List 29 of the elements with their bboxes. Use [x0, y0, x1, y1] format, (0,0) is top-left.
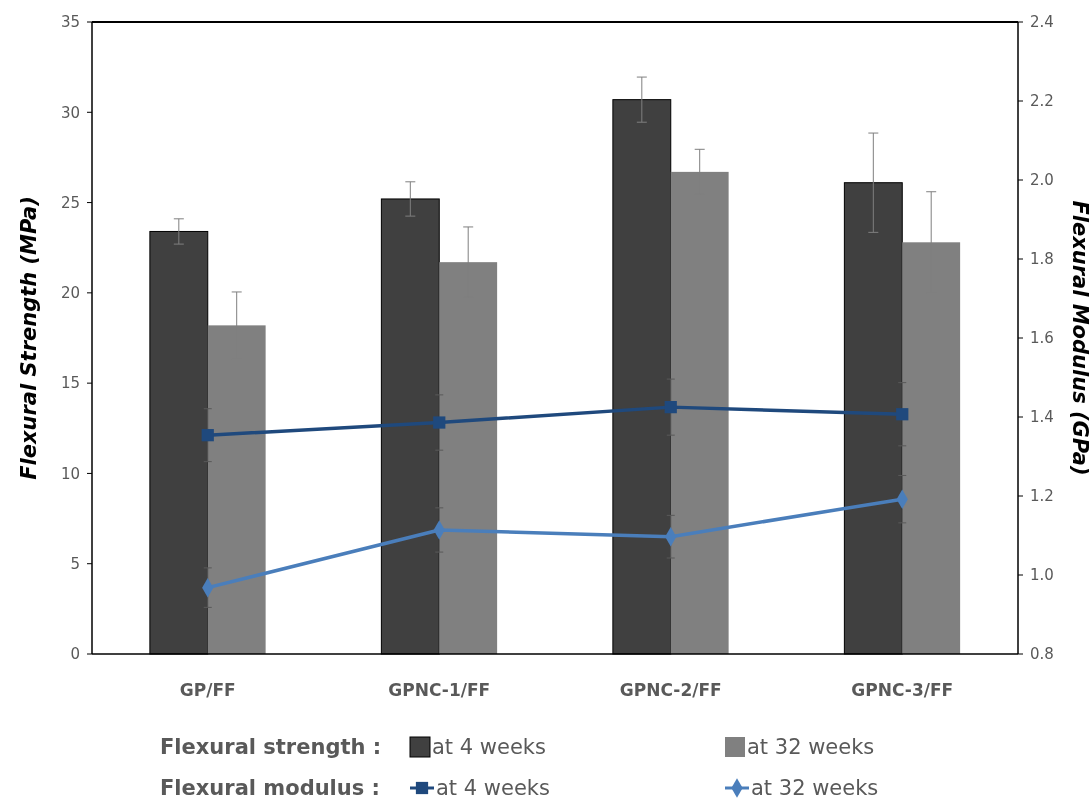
y2-tick-label: 2.2 — [1030, 92, 1054, 111]
y2-tick-label: 2.4 — [1030, 13, 1054, 32]
y2-tick-label: 1.6 — [1030, 329, 1054, 348]
y-tick-label: 25 — [60, 193, 80, 212]
x-tick-label: GPNC-1/FF — [388, 680, 491, 700]
y2-tick-label: 2.0 — [1030, 171, 1054, 190]
legend-label: at 32 weeks — [747, 735, 875, 760]
y-axis-title: Flexural Strength (MPa) — [17, 196, 41, 480]
legend-label: at 4 weeks — [432, 735, 546, 760]
x-tick-label: GP/FF — [179, 680, 236, 700]
y2-tick-label: 1.0 — [1030, 566, 1054, 585]
x-tick-label: GPNC-3/FF — [851, 680, 954, 700]
x-tick-label: GPNC-2/FF — [619, 680, 722, 700]
text: Flexural strength : — [160, 735, 382, 760]
y2-tick-label: 0.8 — [1030, 645, 1054, 664]
y-tick-label: 35 — [60, 13, 80, 32]
y-tick-label: 0 — [70, 645, 80, 664]
y2-tick-label: 1.4 — [1030, 408, 1054, 427]
y2-tick-label: 1.8 — [1030, 250, 1054, 269]
y-tick-label: 10 — [60, 464, 80, 483]
y-tick-label: 15 — [60, 374, 80, 393]
y2-axis-title: Flexural Modulus (GPa) — [1068, 200, 1089, 476]
legend-label: at 4 weeks — [436, 776, 550, 801]
legend-label: at 32 weeks — [751, 776, 879, 801]
y2-tick-label: 1.2 — [1030, 487, 1054, 506]
y-tick-label: 20 — [60, 284, 80, 303]
y-tick-label: 5 — [70, 554, 80, 573]
y-tick-label: 30 — [60, 103, 80, 122]
text: Flexural modulus : — [160, 776, 380, 801]
